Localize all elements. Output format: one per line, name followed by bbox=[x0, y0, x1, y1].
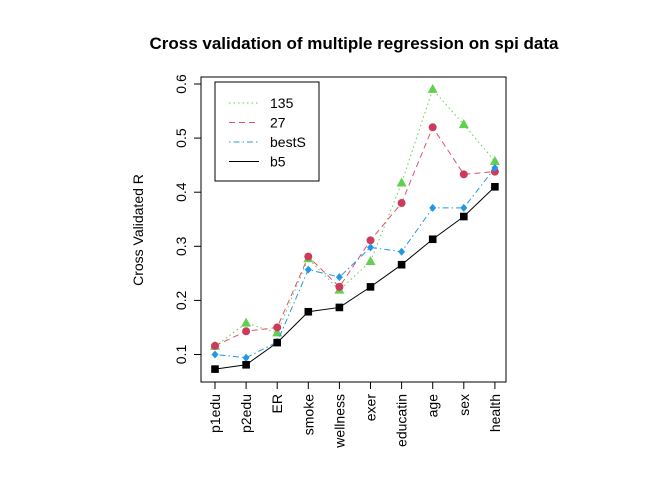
data-point-square bbox=[242, 360, 250, 369]
data-point-square bbox=[304, 307, 313, 316]
data-point-triangle bbox=[396, 177, 407, 187]
data-point-circle bbox=[273, 323, 282, 332]
data-point-square bbox=[491, 182, 499, 191]
series-b5 bbox=[211, 182, 499, 373]
data-point-circle bbox=[304, 252, 313, 261]
data-point-circle bbox=[428, 123, 437, 132]
data-point-circle bbox=[397, 199, 406, 208]
data-point-triangle bbox=[427, 83, 438, 93]
data-point-diamond bbox=[304, 265, 312, 274]
y-axis: 0.1 0.2 0.3 0.4 0.5 0.6 bbox=[173, 74, 202, 365]
data-point-triangle bbox=[489, 155, 500, 165]
data-point-diamond bbox=[429, 203, 437, 212]
x-tick-label: smoke bbox=[300, 394, 316, 435]
legend-label: 27 bbox=[270, 115, 286, 131]
legend-label: bestS bbox=[270, 134, 306, 150]
data-point-diamond bbox=[335, 273, 343, 282]
data-point-circle bbox=[459, 170, 468, 179]
legend: 135 27 bestS b5 bbox=[214, 81, 320, 182]
legend-box bbox=[214, 81, 320, 182]
data-point-diamond bbox=[211, 350, 219, 359]
data-point-square bbox=[460, 212, 468, 221]
series-bestS bbox=[211, 163, 499, 362]
series-line bbox=[214, 88, 496, 347]
data-point-triangle bbox=[272, 327, 283, 337]
data-point-triangle bbox=[241, 317, 252, 327]
x-tick-label: health bbox=[487, 394, 503, 432]
data-point-square bbox=[366, 283, 375, 291]
data-point-triangle bbox=[458, 119, 469, 129]
x-tick-label: p2edu bbox=[238, 394, 254, 433]
data-point-diamond bbox=[242, 353, 250, 362]
y-tick-label: 0.3 bbox=[173, 236, 189, 256]
y-tick-label: 0.5 bbox=[173, 128, 189, 148]
data-point-square bbox=[428, 235, 437, 244]
data-point-square bbox=[335, 303, 344, 312]
chart-title: Cross validation of multiple regression … bbox=[149, 34, 559, 53]
series-line bbox=[214, 186, 496, 370]
x-tick-label: exer bbox=[363, 394, 379, 422]
data-point-circle bbox=[242, 327, 251, 336]
data-point-diamond bbox=[367, 243, 374, 252]
series-line bbox=[214, 167, 496, 359]
data-point-square bbox=[211, 365, 219, 373]
x-tick-label: age bbox=[425, 394, 441, 418]
data-point-diamond bbox=[460, 203, 468, 212]
legend-label: b5 bbox=[270, 154, 286, 170]
data-point-square bbox=[273, 338, 281, 347]
data-point-circle bbox=[366, 236, 375, 245]
x-tick-label: sex bbox=[456, 394, 472, 416]
data-point-diamond bbox=[398, 247, 406, 256]
x-tick-label: educatin bbox=[394, 394, 410, 447]
series-line bbox=[214, 126, 495, 347]
y-tick-label: 0.2 bbox=[173, 290, 189, 310]
data-point-triangle bbox=[365, 255, 376, 265]
x-tick-label: p1edu bbox=[207, 394, 223, 433]
y-axis-label: Cross Validated R bbox=[130, 174, 146, 286]
legend-label: 135 bbox=[270, 95, 294, 111]
series-27 bbox=[211, 123, 499, 350]
data-point-square bbox=[397, 260, 406, 269]
data-point-diamond bbox=[491, 163, 499, 172]
y-tick-label: 0.4 bbox=[173, 182, 189, 202]
data-point-circle bbox=[211, 341, 219, 350]
x-tick-label: wellness bbox=[331, 394, 347, 449]
series-layer bbox=[210, 83, 500, 373]
y-tick-label: 0.6 bbox=[173, 74, 189, 94]
data-point-circle bbox=[335, 282, 344, 291]
y-tick-label: 0.1 bbox=[173, 345, 189, 365]
x-tick-label: ER bbox=[269, 394, 285, 413]
x-axis: p1edu p2edu ER smoke wellness exer educatin age… bbox=[207, 381, 503, 449]
